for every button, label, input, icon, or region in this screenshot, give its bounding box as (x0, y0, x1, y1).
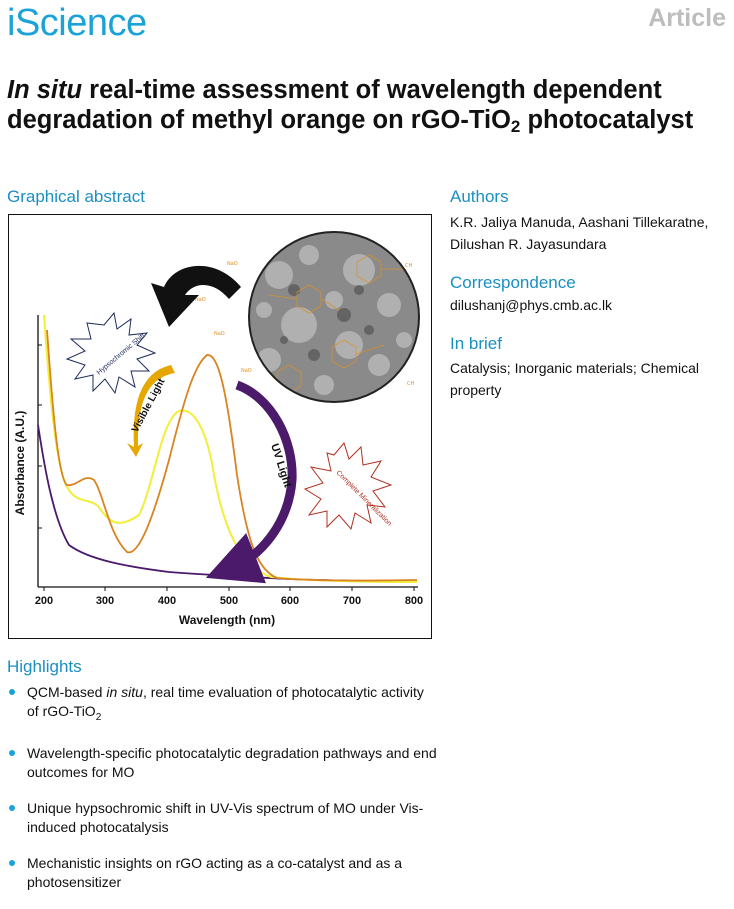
highlights-heading: Highlights (7, 657, 82, 676)
svg-text:CH: CH (407, 381, 414, 387)
svg-text:CH: CH (405, 263, 412, 269)
journal-name: iScience (7, 2, 147, 44)
x-tick-label: 600 (281, 595, 299, 607)
highlights-list: QCM-based in situ, real time evaluation … (7, 683, 437, 909)
curve-yellow (43, 314, 418, 583)
article-type-label: Article (648, 4, 726, 32)
x-axis-label: Wavelength (nm) (179, 613, 275, 627)
title-end: photocatalyst (520, 106, 694, 134)
title-main: real-time assessment of wavelength depen… (7, 76, 662, 134)
highlight-item: Wavelength-specific photocatalytic degra… (7, 744, 437, 782)
visible-light-arrow (127, 365, 175, 457)
correspondence-email[interactable]: dilushanj@phys.cmb.ac.lk (450, 297, 613, 313)
plot-axes (37, 315, 418, 588)
y-axis-label: Absorbance (A.U.) (13, 411, 27, 516)
x-tick-label: 700 (343, 595, 361, 607)
svg-text:NaO: NaO (241, 368, 252, 374)
title-italic: In situ (7, 76, 83, 104)
graphical-abstract-heading: Graphical abstract (7, 187, 145, 206)
highlight-item: Mechanistic insights on rGO acting as a … (7, 854, 437, 892)
correspondence-heading: Correspondence (450, 273, 576, 292)
highlight-item: Unique hypsochromic shift in UV-Vis spec… (7, 799, 437, 837)
graphical-abstract-figure: NaO NaO NaO NaO CH CH Visible Light UV L (8, 214, 432, 639)
svg-text:NaO: NaO (195, 297, 206, 303)
uv-light-arrow (205, 380, 297, 584)
sem-micrograph-image: NaO NaO NaO NaO CH CH (195, 231, 420, 403)
highlight-item: QCM-based in situ, real time evaluation … (7, 683, 437, 727)
x-tick-label: 300 (96, 595, 114, 607)
x-tick-label: 200 (35, 595, 53, 607)
svg-text:NaO: NaO (214, 331, 225, 337)
curved-arrow-black (151, 265, 241, 327)
article-title: In situ real-time assessment of waveleng… (7, 75, 727, 135)
x-tick-label: 500 (220, 595, 238, 607)
title-subscript: 2 (510, 117, 521, 136)
svg-text:NaO: NaO (227, 261, 238, 267)
x-tick-label: 800 (405, 595, 423, 607)
in-brief-text: Catalysis; Inorganic materials; Chemical… (450, 360, 699, 398)
authors-list: K.R. Jaliya Manuda, Aashani Tillekaratne… (450, 214, 709, 252)
x-tick-label: 400 (158, 595, 176, 607)
hypsochromic-burst: Hypsochromic Shift (65, 311, 157, 395)
authors-heading: Authors (450, 187, 509, 206)
in-brief-heading: In brief (450, 334, 502, 353)
mineralization-burst: Complete Mineralization (303, 441, 393, 531)
